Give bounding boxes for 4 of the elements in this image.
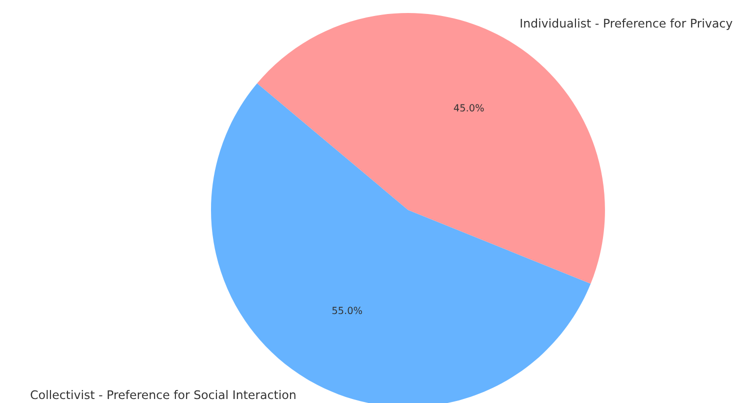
- data-label: 45.0%: [454, 104, 484, 112]
- slice-label: Individualist - Preference for Privacy: [520, 18, 732, 30]
- data-label: 55.0%: [332, 306, 362, 314]
- slice-label: Collectivist - Preference for Social Interaction: [30, 390, 296, 400]
